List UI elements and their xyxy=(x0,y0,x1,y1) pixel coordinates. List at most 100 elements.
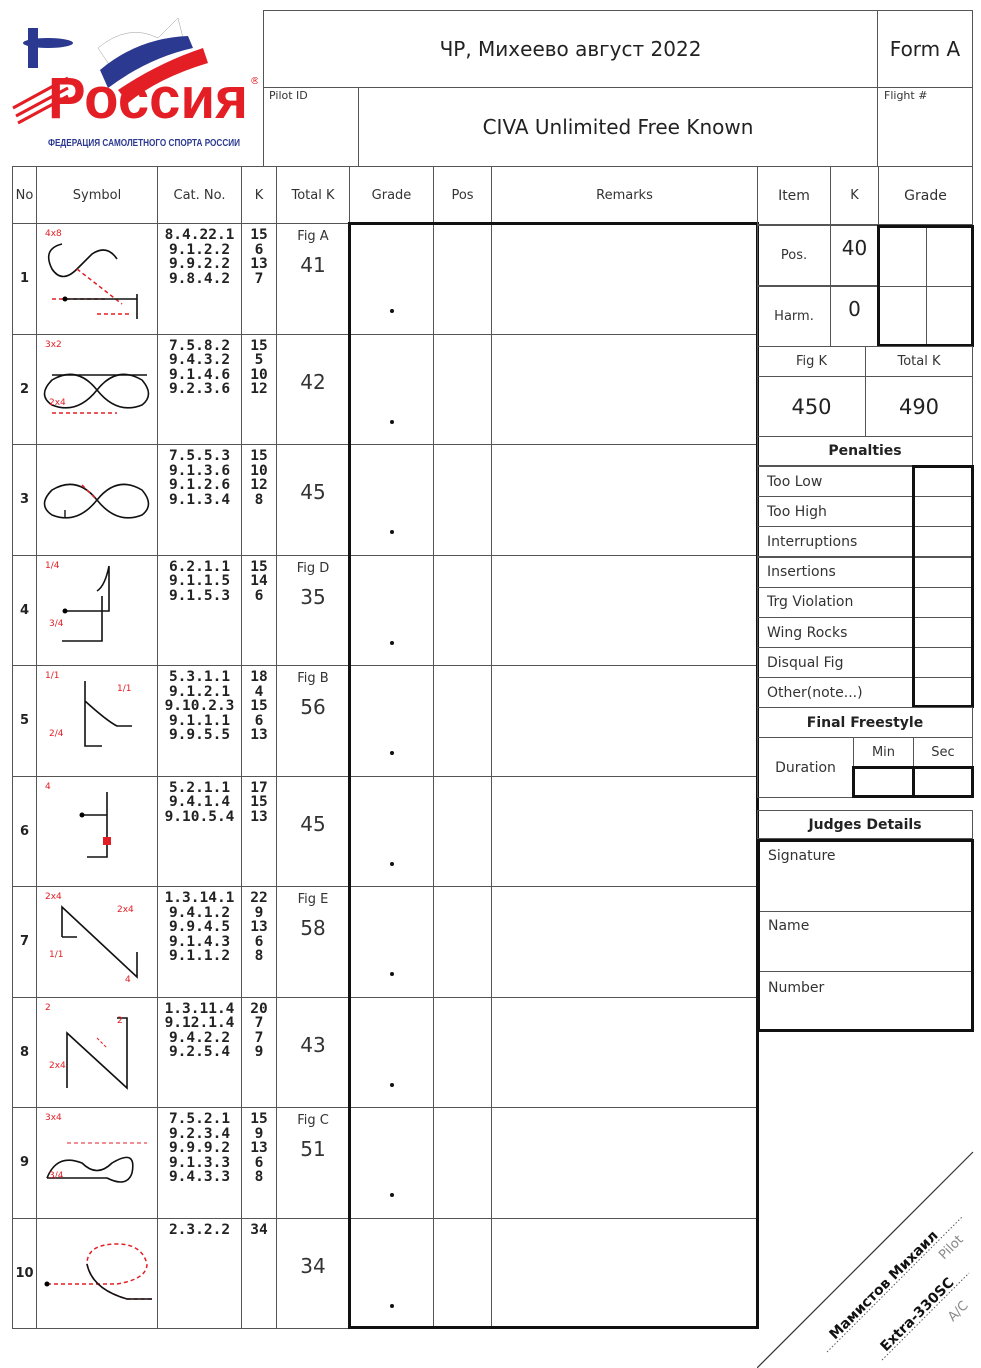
grade-field[interactable] xyxy=(349,1107,434,1219)
pos-field[interactable] xyxy=(433,333,492,445)
number-field[interactable]: Number xyxy=(760,972,971,1029)
catalog-number: 9.9.2.2 xyxy=(168,256,231,272)
k-value: 8 xyxy=(254,948,264,964)
grade-field[interactable] xyxy=(349,1217,434,1329)
grade-field[interactable] xyxy=(349,554,434,666)
judges-details-title: Judges Details xyxy=(757,810,973,839)
total-k-cell: Fig C 51 xyxy=(276,1107,350,1219)
k-value: 6 xyxy=(254,587,264,604)
grade-field[interactable] xyxy=(349,996,434,1108)
pos-field[interactable] xyxy=(433,775,492,887)
name-field[interactable]: Name xyxy=(760,912,971,972)
remarks-field[interactable] xyxy=(491,1107,758,1219)
figure-symbol xyxy=(36,1217,158,1329)
column-header-pos: Pos xyxy=(433,166,492,224)
catalog-number: 7.5.5.3 xyxy=(168,448,231,464)
remarks-field[interactable] xyxy=(491,1217,758,1329)
flight-label: Flight # xyxy=(884,89,928,102)
number-label: Number xyxy=(768,980,825,996)
pos-field[interactable] xyxy=(433,1217,492,1329)
pos-field[interactable] xyxy=(433,223,492,335)
k-values: 15 9 13 6 8 xyxy=(241,1107,277,1219)
penalty-field[interactable] xyxy=(913,526,973,558)
catalog-numbers: 1.3.11.4 9.12.1.4 9.4.2.2 9.2.5.4 xyxy=(157,996,242,1108)
pos-field[interactable] xyxy=(433,886,492,998)
catalog-number: 9.1.1.1 xyxy=(168,712,231,729)
pos-field[interactable] xyxy=(433,444,492,556)
fig-letter xyxy=(277,782,349,798)
total-k-cell: Fig D 35 xyxy=(276,554,350,666)
duration-sec-field[interactable] xyxy=(912,766,974,798)
fig-letter: Fig B xyxy=(297,671,329,686)
catalog-number: 1.3.14.1 xyxy=(164,890,235,906)
registered-mark: ® xyxy=(250,76,258,87)
duration-min-field[interactable] xyxy=(852,766,915,798)
signature-label: Signature xyxy=(768,848,836,864)
column-header-no: No xyxy=(12,166,37,224)
figure-number: 10 xyxy=(12,1217,37,1329)
penalty-field[interactable] xyxy=(913,677,973,709)
pos-field[interactable] xyxy=(433,1107,492,1219)
pos-field[interactable] xyxy=(433,996,492,1108)
total-k: 45 xyxy=(300,480,326,504)
signature-field[interactable]: Signature xyxy=(760,842,971,912)
grade-field[interactable] xyxy=(349,775,434,887)
symbol-label: 4x8 xyxy=(45,229,62,239)
remarks-field[interactable] xyxy=(491,444,758,556)
penalty-field[interactable] xyxy=(913,466,973,497)
pilot-id-field[interactable]: Pilot ID xyxy=(263,87,359,167)
catalog-number: 9.10.5.4 xyxy=(164,808,235,825)
flight-number-field[interactable]: Flight # xyxy=(877,87,973,167)
k-value: 17 xyxy=(250,779,268,796)
k-value: 12 xyxy=(250,477,268,493)
symbol-label: 2x4 xyxy=(49,398,66,408)
k-value: 9 xyxy=(254,1044,264,1060)
penalty-field[interactable] xyxy=(913,556,973,588)
remarks-field[interactable] xyxy=(491,554,758,666)
catalog-number: 9.1.1.5 xyxy=(168,573,231,589)
sequence-title: CIVA Unlimited Free Known xyxy=(358,87,878,167)
remarks-field[interactable] xyxy=(491,886,758,998)
remarks-field[interactable] xyxy=(491,665,758,777)
grade-field[interactable] xyxy=(349,665,434,777)
grade-field[interactable] xyxy=(349,886,434,998)
penalty-field[interactable] xyxy=(913,617,973,648)
column-header-total_k: Total K xyxy=(276,166,350,224)
remarks-field[interactable] xyxy=(491,223,758,335)
remarks-field[interactable] xyxy=(491,996,758,1108)
catalog-number: 9.2.3.6 xyxy=(168,381,231,397)
k-value: 5 xyxy=(254,352,264,368)
remarks-field[interactable] xyxy=(491,775,758,887)
remarks-field[interactable] xyxy=(491,333,758,445)
penalty-field[interactable] xyxy=(913,647,973,679)
grade-field[interactable] xyxy=(349,444,434,556)
total-k-label: Total K xyxy=(865,346,973,377)
penalty-field[interactable] xyxy=(913,586,973,618)
penalty-label: Disqual Fig xyxy=(757,647,914,679)
pos-field[interactable] xyxy=(433,554,492,666)
k-values: 15 14 6 xyxy=(241,554,277,666)
symbol-label: 4 xyxy=(45,782,51,792)
symbol-label: 1/1 xyxy=(49,950,63,960)
grade-field[interactable] xyxy=(349,333,434,445)
k-value: 6 xyxy=(254,933,264,950)
catalog-number: 5.2.1.1 xyxy=(168,779,231,796)
k-value: 8 xyxy=(254,1169,264,1185)
pos-field[interactable] xyxy=(433,665,492,777)
catalog-number: 9.4.3.3 xyxy=(168,1169,231,1185)
k-value: 14 xyxy=(250,573,268,589)
k-value: 6 xyxy=(254,712,264,729)
min-label: Min xyxy=(853,737,914,768)
figure-symbol: 3x2 2x4 xyxy=(36,333,158,445)
pilot-name: Мамистов Михаил xyxy=(827,1228,942,1343)
k-value: 8 xyxy=(254,491,264,508)
total-k: 56 xyxy=(300,695,326,719)
pos-harm-grade-box[interactable] xyxy=(877,225,974,347)
penalty-field[interactable] xyxy=(913,496,973,528)
aircraft-label: A/C xyxy=(945,1298,971,1324)
grade-field[interactable] xyxy=(349,223,434,335)
symbol-label: 1/1 xyxy=(45,671,59,681)
catalog-numbers: 8.4.22.1 9.1.2.2 9.9.2.2 9.8.4.2 xyxy=(157,223,242,335)
figure-number: 4 xyxy=(12,554,37,666)
pilot-id-label: Pilot ID xyxy=(269,89,308,102)
